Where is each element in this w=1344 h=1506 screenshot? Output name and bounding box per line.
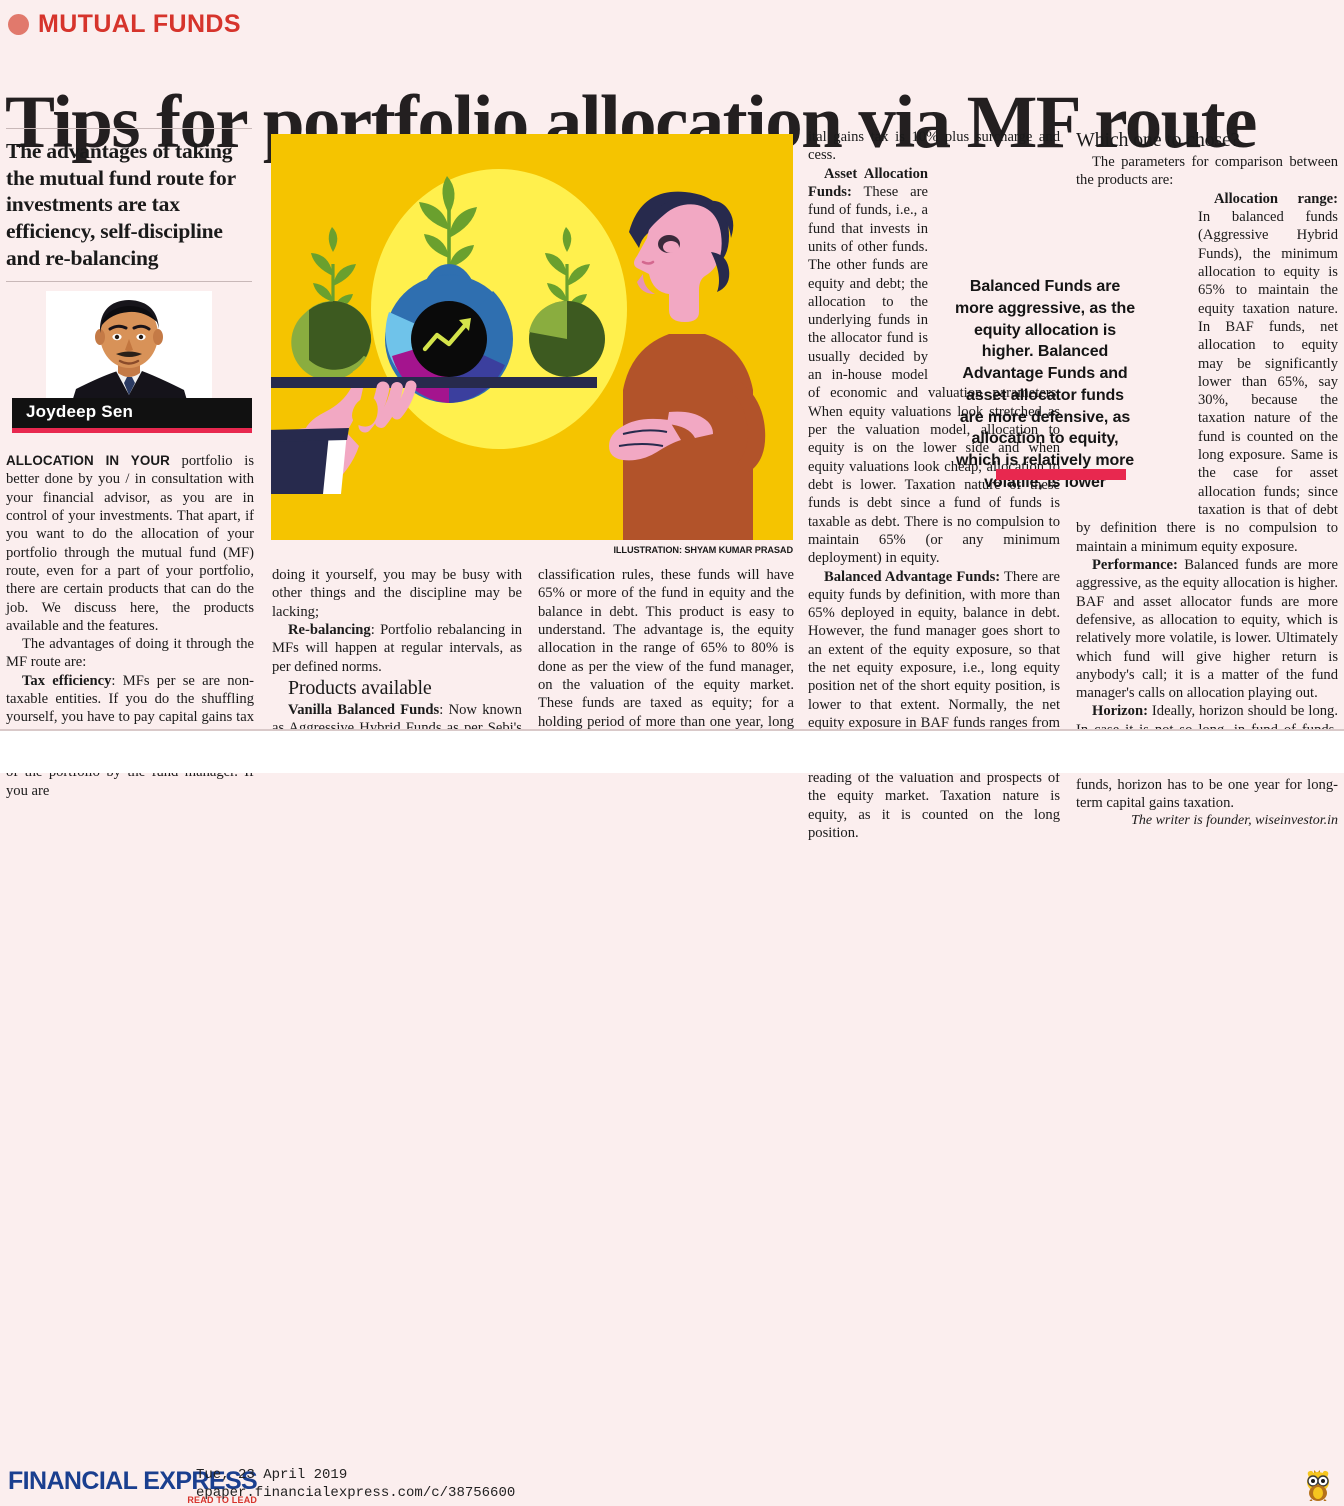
paragraph-6-head: Vanilla Balanced Funds bbox=[288, 701, 440, 718]
left-rail: The advantages of taking the mutual fund… bbox=[6, 128, 252, 437]
paragraph-5-head: Re-balancing bbox=[288, 621, 371, 638]
divider-bottom bbox=[6, 281, 252, 283]
paragraph-9: The parameters for comparison between th… bbox=[1076, 154, 1338, 189]
paragraph-7-text: These are fund of funds, i.e., a fund th… bbox=[808, 183, 1060, 567]
paragraph-10-head: Allocation range: bbox=[1214, 190, 1338, 207]
epaper-url[interactable]: epaper.financialexpress.com/c/38756600 bbox=[196, 1484, 516, 1501]
paragraph-8-head: Balanced Advantage Funds: bbox=[824, 568, 1001, 585]
paragraph-2: The advantages of doing it through the M… bbox=[6, 636, 254, 671]
paragraph-11-text: Balanced funds are more aggressive, as t… bbox=[1076, 556, 1338, 702]
illustration-artwork bbox=[271, 134, 793, 540]
paragraph-4-cont: doing it yourself, you may be busy with … bbox=[272, 567, 522, 620]
paragraph-12-head: Horizon: bbox=[1092, 703, 1148, 720]
body-column-3: classification rules, these funds will h… bbox=[538, 566, 794, 749]
money-bag-chart bbox=[385, 176, 513, 403]
owl-icon-artwork bbox=[1307, 1470, 1329, 1502]
writer-note: The writer is founder, wiseinvestor.in bbox=[1131, 813, 1338, 829]
paragraph-11: Performance: Balanced funds are more agg… bbox=[1076, 556, 1338, 703]
author-name: Joydeep Sen bbox=[26, 402, 134, 422]
waiter-hand bbox=[271, 380, 417, 494]
kicker-label: MUTUAL FUNDS bbox=[38, 10, 241, 38]
body-column-2: doing it yourself, you may be busy with … bbox=[272, 566, 522, 756]
pull-quote-accent-bar bbox=[996, 469, 1126, 480]
bullet-dot-icon bbox=[8, 14, 29, 35]
footer-divider bbox=[0, 729, 1344, 731]
paragraph-6-tail: ital gains tax is 10% plus surcharge and… bbox=[808, 129, 1060, 164]
paragraph-8: Balanced Advantage Funds: There are equi… bbox=[808, 568, 1060, 843]
paragraph-lead: ALLOCATION IN YOUR portfolio is better d… bbox=[6, 452, 254, 635]
paragraph-5-text: : Portfolio rebalancing in MFs will happ… bbox=[272, 621, 522, 675]
footer-meta: Tue, 23 April 2019 epaper.financialexpre… bbox=[196, 1467, 515, 1503]
section-heading-products: Products available bbox=[288, 676, 432, 699]
plant-left bbox=[291, 227, 372, 381]
plant-right bbox=[529, 227, 605, 377]
paragraph-7: Asset Allocation Funds: These are fund o… bbox=[808, 165, 1060, 568]
article-illustration bbox=[271, 134, 793, 540]
paragraph-3-head: Tax efficiency bbox=[22, 672, 112, 689]
byline-bar: Joydeep Sen bbox=[12, 398, 252, 429]
paragraph-8-text: There are equity funds by definition, wi… bbox=[808, 568, 1060, 841]
paragraph-10-text: In balanced funds (Aggressive Hybrid Fun… bbox=[1076, 209, 1338, 555]
paragraph-1-text: portfolio is better done by you / in con… bbox=[6, 453, 254, 634]
footer-bar: FINANCIAL EXPRESS READ TO LEAD Tue, 23 A… bbox=[0, 731, 1344, 1505]
byline-accent-rule bbox=[12, 428, 252, 434]
illustration-credit: ILLUSTRATION: SHYAM KUMAR PRASAD bbox=[613, 545, 793, 555]
newspaper-page: MUTUAL FUNDS Tips for portfolio allocati… bbox=[0, 10, 1344, 1505]
paragraph-6-cont: classification rules, these funds will h… bbox=[538, 567, 794, 748]
publication-date: Tue, 23 April 2019 bbox=[196, 1467, 348, 1483]
section-kicker: MUTUAL FUNDS bbox=[8, 10, 241, 39]
section-heading-which-one: Which one to chose? bbox=[1076, 129, 1240, 151]
paragraph-11-head: Performance: bbox=[1092, 556, 1178, 573]
pull-quote: Balanced Funds are more aggressive, as t… bbox=[954, 278, 1135, 491]
customer-figure bbox=[609, 191, 766, 540]
standfirst: The advantages of taking the mutual fund… bbox=[6, 139, 236, 270]
divider-top bbox=[6, 128, 252, 129]
owl-mascot-icon bbox=[1300, 1467, 1336, 1502]
paragraph-7-head: Asset Allocation Funds: bbox=[808, 165, 928, 200]
paragraph-10: Allocation range: In balanced funds (Agg… bbox=[1076, 190, 1338, 556]
author-portrait-block: Joydeep Sen bbox=[6, 291, 252, 437]
lead-dropcap: ALLOCATION IN YOUR bbox=[6, 453, 170, 468]
paragraph-5: Re-balancing: Portfolio rebalancing in M… bbox=[272, 621, 522, 676]
